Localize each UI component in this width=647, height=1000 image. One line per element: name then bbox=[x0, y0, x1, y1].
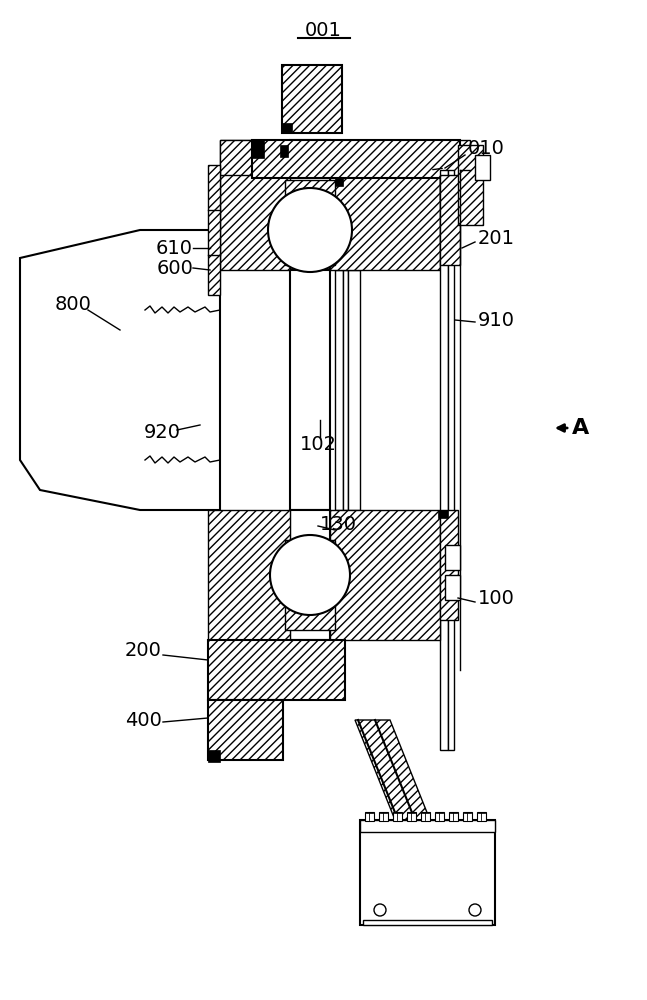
Bar bbox=[363, 920, 492, 925]
Bar bbox=[393, 812, 402, 821]
Bar bbox=[208, 640, 345, 700]
Bar bbox=[290, 270, 330, 510]
Circle shape bbox=[469, 904, 481, 916]
Bar bbox=[335, 178, 343, 186]
Bar bbox=[407, 812, 416, 821]
Bar bbox=[282, 123, 292, 133]
Bar bbox=[330, 140, 440, 270]
Bar bbox=[379, 812, 388, 821]
Text: 800: 800 bbox=[55, 296, 92, 314]
Polygon shape bbox=[20, 230, 220, 510]
Bar bbox=[220, 140, 290, 270]
Text: 100: 100 bbox=[478, 588, 515, 607]
Bar bbox=[208, 750, 220, 762]
Bar bbox=[252, 140, 460, 178]
Bar bbox=[421, 812, 430, 821]
Bar bbox=[208, 510, 290, 640]
Bar bbox=[252, 140, 264, 158]
Bar bbox=[449, 812, 458, 821]
Bar bbox=[438, 510, 448, 518]
Circle shape bbox=[374, 904, 386, 916]
Text: 400: 400 bbox=[125, 710, 162, 730]
Bar bbox=[440, 510, 458, 620]
Bar bbox=[440, 170, 448, 750]
Bar bbox=[458, 145, 483, 225]
Bar bbox=[285, 540, 335, 630]
Bar bbox=[285, 180, 335, 265]
Bar bbox=[208, 165, 220, 295]
Bar bbox=[290, 270, 330, 510]
Bar bbox=[445, 575, 460, 600]
Bar bbox=[280, 145, 288, 157]
Bar bbox=[335, 270, 343, 510]
Text: 201: 201 bbox=[478, 229, 515, 247]
Text: 910: 910 bbox=[478, 310, 515, 330]
Text: 610: 610 bbox=[156, 238, 193, 257]
Bar bbox=[330, 510, 440, 640]
Bar bbox=[440, 140, 470, 200]
Text: 010: 010 bbox=[468, 138, 505, 157]
Bar bbox=[445, 545, 460, 570]
Bar bbox=[220, 140, 440, 175]
Text: 001: 001 bbox=[305, 20, 342, 39]
Bar bbox=[290, 140, 330, 270]
Bar bbox=[475, 155, 490, 180]
Bar bbox=[348, 270, 360, 510]
Bar bbox=[477, 812, 486, 821]
Bar bbox=[208, 700, 283, 760]
Bar bbox=[435, 812, 444, 821]
Text: 130: 130 bbox=[320, 514, 357, 534]
Text: 102: 102 bbox=[300, 436, 336, 454]
Bar bbox=[282, 65, 342, 133]
Text: 920: 920 bbox=[144, 422, 181, 442]
Bar bbox=[463, 812, 472, 821]
Bar bbox=[343, 270, 348, 510]
Bar bbox=[440, 175, 460, 265]
Circle shape bbox=[270, 535, 350, 615]
Text: 600: 600 bbox=[156, 258, 193, 277]
Bar bbox=[360, 820, 495, 832]
Bar bbox=[290, 510, 330, 640]
Text: A: A bbox=[572, 418, 589, 438]
Bar bbox=[365, 812, 374, 821]
Bar bbox=[448, 170, 454, 750]
Circle shape bbox=[268, 188, 352, 272]
Bar bbox=[360, 820, 495, 925]
Text: 200: 200 bbox=[125, 641, 162, 660]
Polygon shape bbox=[355, 720, 430, 820]
